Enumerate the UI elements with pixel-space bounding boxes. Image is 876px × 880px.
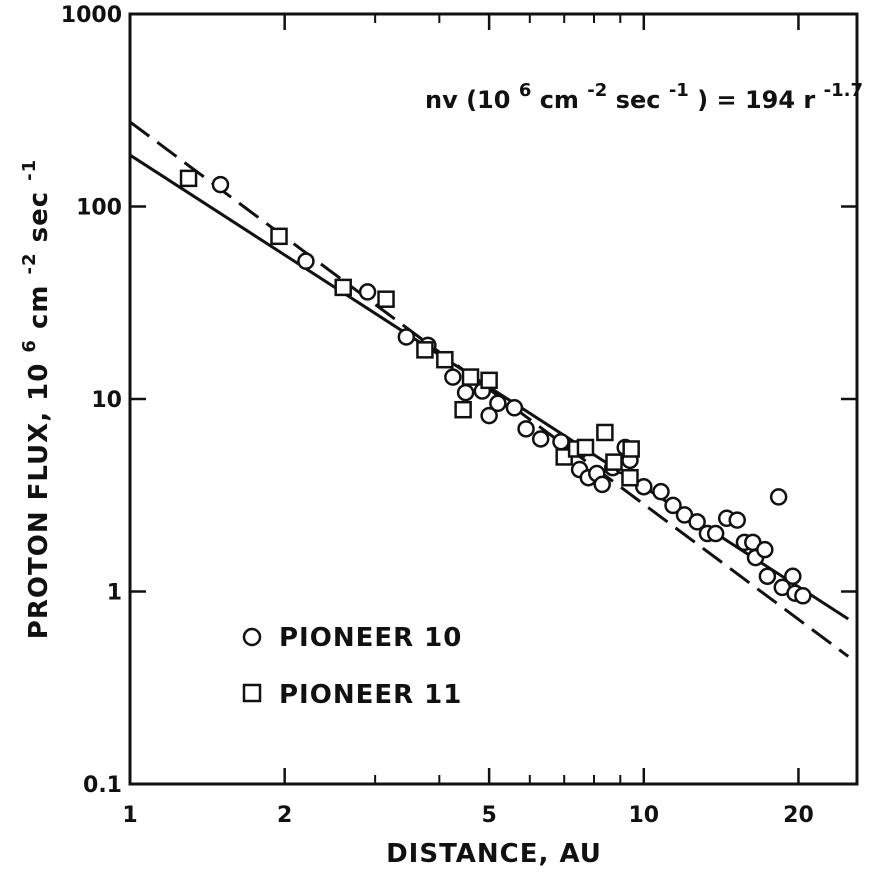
data-point-pioneer-10 xyxy=(358,283,377,301)
x-axis-label: DISTANCE, AU xyxy=(386,839,602,869)
data-point-pioneer-10 xyxy=(664,496,682,515)
legend-item-pioneer-11: PIONEER 11 xyxy=(242,680,462,710)
y-label-sup1: 6 xyxy=(19,339,40,353)
y-tick-label: 100 xyxy=(76,196,122,221)
data-point-pioneer-11 xyxy=(480,371,498,390)
data-point-pioneer-11 xyxy=(621,468,639,487)
data-point-pioneer-10 xyxy=(758,567,777,586)
data-point-pioneer-11 xyxy=(596,423,614,442)
data-point-pioneer-10 xyxy=(794,587,812,605)
annotation-sup1: 6 xyxy=(519,80,532,101)
annotation-prefix: nv (10 xyxy=(425,86,510,114)
y-label-sup3: -1 xyxy=(19,159,40,181)
annotation-mid2: sec xyxy=(616,86,661,114)
data-point-pioneer-10 xyxy=(505,399,524,417)
legend-label-pioneer-10: PIONEER 10 xyxy=(279,623,462,653)
y-label-after: sec xyxy=(24,191,54,243)
data-points-layer xyxy=(179,169,812,605)
data-point-pioneer-11 xyxy=(377,290,395,308)
data-point-pioneer-10 xyxy=(456,383,475,402)
data-point-pioneer-10 xyxy=(728,511,746,529)
data-point-pioneer-10 xyxy=(552,432,570,451)
legend-marker-circle xyxy=(242,627,262,647)
annotation-mid3: ) = 194 r xyxy=(697,86,815,114)
data-point-pioneer-10 xyxy=(635,478,653,496)
data-point-pioneer-11 xyxy=(605,453,623,471)
fit-equation-annotation: nv (10 6 cm -2 sec -1 ) = 194 r -1.7 xyxy=(425,74,863,114)
x-tick-label: 5 xyxy=(481,803,496,828)
data-point-pioneer-10 xyxy=(517,420,535,438)
data-point-pioneer-10 xyxy=(769,488,788,506)
y-axis-label: PROTON FLUX, 10 6 cm -2 sec -1 xyxy=(12,159,54,639)
annotation-mid1: cm xyxy=(540,86,579,114)
x-tick-label: 20 xyxy=(783,803,814,828)
data-point-pioneer-11 xyxy=(461,368,480,386)
legend-item-pioneer-10: PIONEER 10 xyxy=(242,623,462,653)
y-tick-label: 1000 xyxy=(61,3,122,28)
data-point-pioneer-11 xyxy=(179,169,198,188)
data-point-pioneer-10 xyxy=(297,252,315,270)
data-point-pioneer-11 xyxy=(454,400,472,419)
legend-marker-square xyxy=(242,683,262,703)
data-point-pioneer-10 xyxy=(444,368,462,386)
data-point-pioneer-10 xyxy=(211,175,230,194)
data-point-pioneer-10 xyxy=(688,513,706,531)
data-point-pioneer-11 xyxy=(576,438,595,457)
y-tick-label: 1 xyxy=(107,581,122,606)
y-label-mid: cm xyxy=(24,285,54,330)
data-point-pioneer-10 xyxy=(706,524,725,543)
data-point-pioneer-11 xyxy=(334,278,352,297)
y-label-sup2: -2 xyxy=(19,252,40,274)
data-point-pioneer-11 xyxy=(436,350,454,369)
y-tick-label: 10 xyxy=(91,388,122,413)
data-point-pioneer-11 xyxy=(416,341,434,359)
data-point-pioneer-11 xyxy=(622,440,640,458)
y-label-main: PROTON FLUX, 10 xyxy=(24,363,54,640)
data-point-pioneer-10 xyxy=(652,482,670,501)
x-tick-label: 2 xyxy=(277,803,292,828)
legend-label-pioneer-11: PIONEER 11 xyxy=(279,680,462,710)
data-point-pioneer-11 xyxy=(270,227,288,246)
x-tick-label: 1 xyxy=(122,803,137,828)
annotation-sup3: -1 xyxy=(669,80,689,101)
annotation-sup4: -1.7 xyxy=(824,80,863,101)
x-tick-label: 10 xyxy=(628,803,659,828)
annotation-sup2: -2 xyxy=(587,80,607,101)
data-point-pioneer-10 xyxy=(784,567,802,586)
y-tick-label: 0.1 xyxy=(83,773,122,798)
data-point-pioneer-10 xyxy=(489,394,507,413)
data-point-pioneer-10 xyxy=(531,430,550,448)
data-point-pioneer-10 xyxy=(397,328,416,346)
legend: PIONEER 10 PIONEER 11 xyxy=(242,623,462,710)
data-point-pioneer-10 xyxy=(756,540,774,559)
data-point-pioneer-10 xyxy=(480,406,498,425)
data-point-pioneer-10 xyxy=(593,475,611,494)
